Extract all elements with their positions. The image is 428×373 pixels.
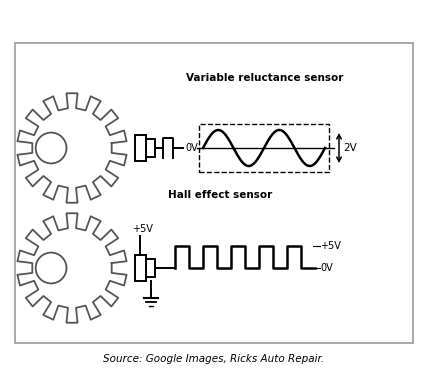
Text: 2V: 2V <box>343 143 357 153</box>
Text: 0V: 0V <box>185 143 198 153</box>
Bar <box>135 135 146 161</box>
Bar <box>146 139 155 157</box>
Text: Hall effect sensor: Hall effect sensor <box>168 190 272 200</box>
Text: Source: Google Images, Ricks Auto Repair.: Source: Google Images, Ricks Auto Repair… <box>104 354 324 364</box>
Bar <box>199 124 329 172</box>
Text: Variable reluctance sensor: Variable reluctance sensor <box>186 73 344 83</box>
Bar <box>15 43 413 343</box>
Text: +5V: +5V <box>131 224 152 234</box>
Bar <box>15 43 413 343</box>
Text: +5V: +5V <box>320 241 341 251</box>
Text: 0V: 0V <box>320 263 333 273</box>
Bar <box>135 255 146 281</box>
Bar <box>146 259 155 277</box>
